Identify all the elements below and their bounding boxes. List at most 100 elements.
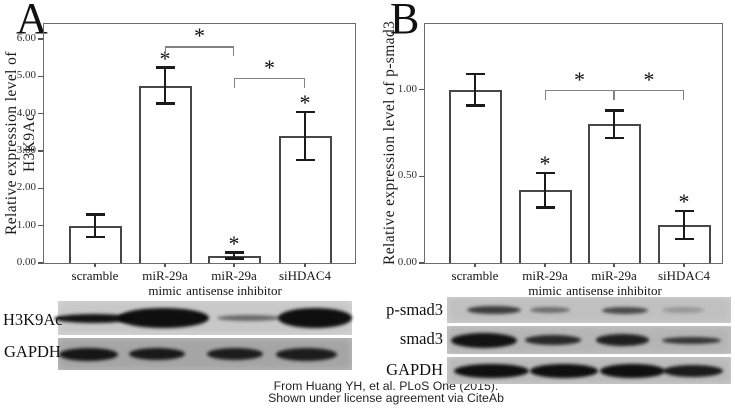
chart-a-x-label-line: scramble — [71, 268, 119, 283]
chart-a-error-cap-top-mir-29a-antisense-inhibitor — [224, 251, 244, 254]
chart-a-x-label-mir-29a-mimic: miR-29a mimic — [90, 268, 240, 298]
chart-b-x-label-mir-29a-antisense-inhibitor: miR-29a antisense inhibitor — [539, 268, 689, 298]
chart-b-bar-scramble — [448, 89, 502, 263]
blot-b-band-smad3-lane-4 — [661, 336, 722, 344]
chart-a-x-label-line: miR-29a — [142, 268, 188, 283]
chart-b-x-label-line: scramble — [451, 268, 499, 283]
chart-b-y-tick-label: 1.00 — [397, 82, 417, 95]
chart-a-plot-area: 0.00 1.00 2.00 3.00 4.00 5.00 6.00 scramble * miR… — [17, 23, 356, 298]
chart-a-significance-star-sihdac4: * — [299, 89, 311, 115]
chart-b-significance-star-sihdac4: * — [678, 189, 690, 215]
blot-b-band-gapdh-lane-1 — [453, 363, 529, 378]
blot-b-label-gapdh: GAPDH — [386, 360, 443, 379]
chart-a-x-label-line: miR-29a — [211, 268, 257, 283]
chart-a-y-tick-label: 4.00 — [16, 106, 36, 119]
chart-b-x-label-line: siHDAC4 — [657, 268, 710, 283]
chart-a-error-cap-top-mir-29a-mimic — [155, 66, 175, 69]
chart-b-y-tick-label: 0.50 — [397, 169, 417, 182]
chart-a-y-tick-label: 2.00 — [16, 181, 36, 194]
blot-b-band-p-smad3-lane-1 — [467, 306, 522, 314]
citation-caption: From Huang YH, et al. PLoS One (2015). S… — [233, 379, 539, 405]
chart-b-y-tick — [419, 262, 424, 264]
chart-a-significance-star-mir-29a-mimic: * — [159, 45, 171, 71]
panel-b-label: B — [390, 0, 420, 43]
blot-b-strip-smad3 — [447, 326, 731, 354]
chart-b-sig-bracket-1-bar — [614, 89, 684, 92]
chart-a-sig-bracket-1-bar — [234, 78, 305, 80]
chart-b-error-cap-top-sihdac4 — [674, 209, 694, 213]
chart-a-bar-mir-29a-mimic — [138, 85, 192, 263]
chart-a-x-label-line: siHDAC4 — [278, 268, 331, 283]
chart-b-x-label-sihdac4: siHDAC4 — [609, 268, 735, 283]
blot-a-label-h3k9ac: H3K9Ac — [3, 310, 63, 329]
chart-a-sig-bracket-1-right-tick — [303, 78, 305, 89]
chart-b-error-cap-bottom-mir-29a-antisense-inhibitor — [604, 137, 624, 140]
chart-a-error-cap-bottom-scramble — [85, 235, 105, 239]
blot-b-band-gapdh-lane-3 — [599, 363, 666, 378]
chart-b-bar-mir-29a-antisense-inhibitor — [587, 124, 641, 263]
citation-line-1: From Huang YH, et al. PLoS One (2015). — [273, 379, 499, 393]
chart-b-x-label-mir-29a-mimic: miR-29a mimic — [470, 268, 620, 298]
chart-b-sig-bracket-0-bar — [545, 89, 614, 92]
chart-a-sig-bracket-0-right-tick — [232, 46, 234, 57]
blot-b-band-p-smad3-lane-4 — [661, 307, 705, 313]
blot-b-band-smad3-lane-3 — [595, 334, 650, 346]
blot-a-strip-h3k9ac — [54, 301, 352, 335]
blot-b-label-smad3: smad3 — [399, 329, 443, 348]
chart-b-error-cap-bottom-scramble — [465, 104, 485, 107]
blot-b-band-gapdh-lane-2 — [529, 363, 599, 378]
blot-a-band-h3k9ac-lane-2 — [118, 308, 210, 328]
chart-b-sig-bracket-1-star: * — [643, 66, 655, 92]
chart-a-error-bar-sihdac4 — [304, 111, 306, 161]
blot-b-strip-p-smad3 — [447, 297, 731, 323]
chart-a-sig-bracket-1-star: * — [264, 55, 275, 81]
chart-a-y-tick — [38, 38, 43, 40]
chart-b-x-tick-mir-29a-mimic — [544, 263, 546, 267]
chart-b-y-axis-title: Relative expression level of p-smad3 — [381, 20, 398, 266]
chart-b-error-cap-bottom-mir-29a-mimic — [535, 206, 555, 209]
chart-a-error-cap-bottom-mir-29a-antisense-inhibitor — [224, 257, 244, 260]
chart-a-y-tick-label: 0.00 — [16, 256, 36, 268]
chart-a-sig-bracket-1-left-tick — [234, 78, 236, 89]
chart-b-error-cap-top-mir-29a-mimic — [535, 171, 555, 175]
blot-b-band-p-smad3-lane-3 — [601, 306, 649, 314]
chart-b-sig-bracket-0-star: * — [574, 66, 585, 92]
chart-a-y-tick-label: 5.00 — [16, 69, 36, 82]
chart-a-y-tick — [38, 225, 43, 227]
chart-b-error-cap-top-mir-29a-antisense-inhibitor — [604, 109, 624, 112]
chart-a-x-label-sihdac4: siHDAC4 — [230, 268, 380, 283]
chart-b-x-label-line: miR-29a — [522, 268, 568, 283]
chart-a-y-tick — [38, 113, 43, 115]
chart-a-y-tick-label: 6.00 — [16, 31, 36, 44]
chart-b-sig-bracket-1-left-tick — [614, 89, 616, 100]
blot-b-band-gapdh-lane-4 — [663, 364, 723, 377]
blot-a-band-h3k9ac-lane-1 — [54, 313, 134, 323]
chart-b-x-tick-sihdac4 — [683, 263, 685, 267]
panel-a-label: A — [16, 0, 48, 43]
blot-b-band-smad3-lane-1 — [451, 332, 517, 348]
blot-b-label-p-smad3: p-smad3 — [386, 300, 443, 319]
chart-a-error-cap-bottom-mir-29a-mimic — [155, 102, 175, 105]
blot-b-band-p-smad3-lane-2 — [530, 307, 570, 313]
chart-a-x-tick-mir-29a-mimic — [164, 263, 166, 267]
blot-b-band-smad3-lane-2 — [524, 335, 582, 345]
chart-a-sig-bracket-0-star: * — [194, 23, 205, 49]
chart-a-sig-bracket-0-bar — [165, 46, 234, 48]
chart-a-x-tick-scramble — [94, 263, 96, 267]
chart-a-y-tick-label: 3.00 — [16, 143, 36, 156]
chart-a-error-cap-top-sihdac4 — [295, 110, 315, 113]
chart-a-error-bar-mir-29a-mimic — [164, 67, 166, 104]
chart-a-significance-star-mir-29a-antisense-inhibitor: * — [228, 230, 240, 256]
chart-a-x-label-line: antisense inhibitor — [186, 283, 282, 298]
chart-b-error-cap-bottom-sihdac4 — [674, 237, 694, 240]
chart-b-error-bar-sihdac4 — [683, 211, 685, 239]
chart-a-y-tick-label: 1.00 — [16, 218, 36, 231]
chart-a-y-tick — [38, 262, 43, 264]
blot-a-band-gapdh-lane-2 — [129, 348, 186, 360]
chart-a-y-tick — [38, 187, 43, 189]
chart-a-x-label-mir-29a-antisense-inhibitor: miR-29a antisense inhibitor — [159, 268, 309, 298]
blot-a-strip-gapdh — [58, 338, 352, 370]
chart-b-x-tick-scramble — [474, 263, 476, 267]
citation-line-2: Shown under license agreement via CiteAb — [268, 390, 504, 405]
chart-a-y-tick — [38, 75, 43, 77]
